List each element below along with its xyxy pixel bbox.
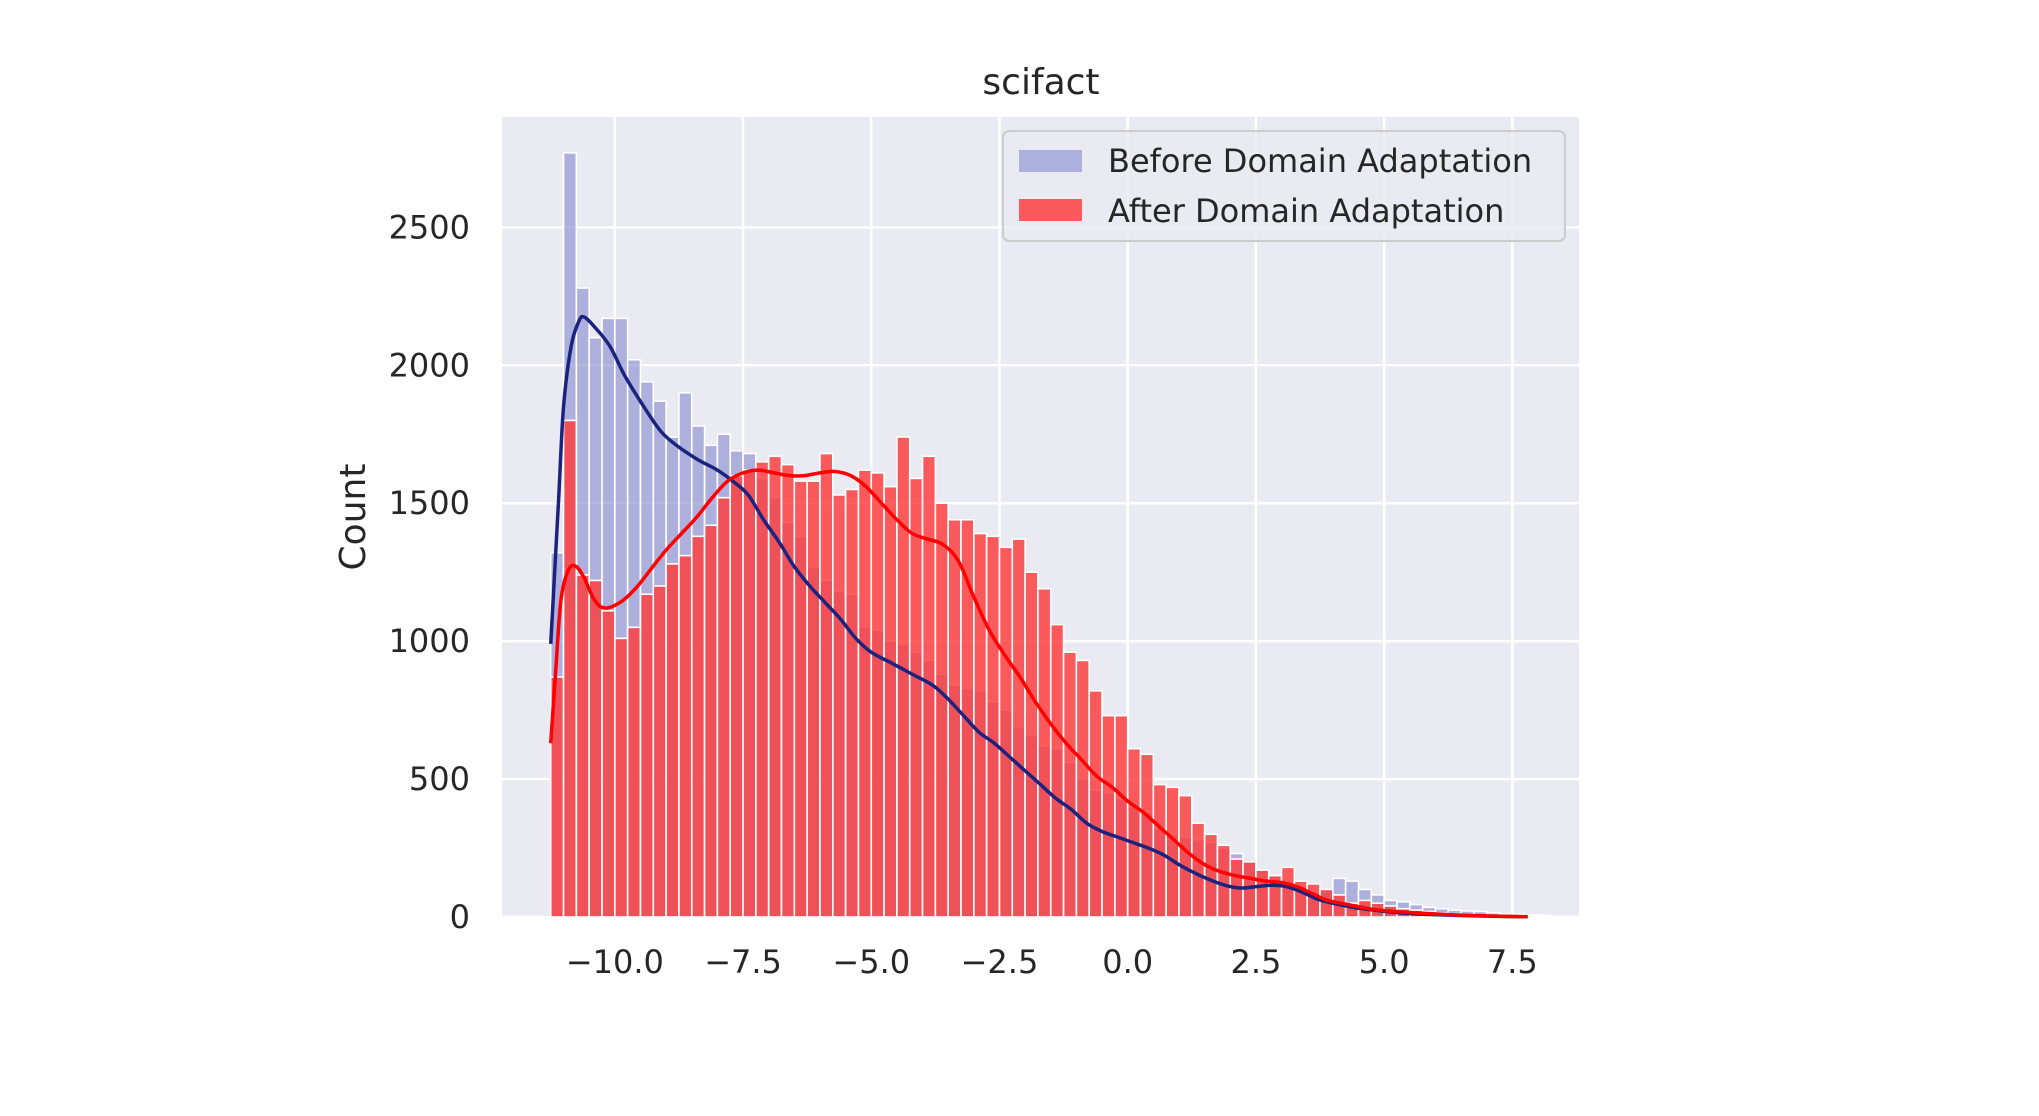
bar-after <box>1203 833 1219 918</box>
bar-after <box>793 480 808 918</box>
bar-after <box>1216 844 1232 918</box>
bars-after-domain-adaptation <box>549 419 1552 918</box>
bar-after <box>1537 915 1552 918</box>
x-tick-label: −2.5 <box>961 943 1039 981</box>
legend-label-before: Before Domain Adaptation <box>1108 142 1532 180</box>
y-tick-label: 0 <box>450 898 470 936</box>
bar-after <box>1088 689 1103 918</box>
x-tick-label: −10.0 <box>566 943 664 981</box>
bar-after <box>742 469 757 918</box>
bar-after <box>1011 538 1026 918</box>
x-tick-label: −7.5 <box>704 943 782 981</box>
bar-after <box>819 452 834 918</box>
bar-after <box>665 563 680 918</box>
x-tick-label: 7.5 <box>1487 943 1538 981</box>
kde-curves <box>548 314 1528 919</box>
y-axis-ticks: 0 500 1000 1500 2000 2500 <box>389 208 470 936</box>
x-axis-ticks: −10.0 −7.5 −5.0 −2.5 0.0 2.5 5.0 7.5 <box>566 943 1538 981</box>
x-tick-label: 2.5 <box>1230 943 1281 981</box>
bar-after <box>947 518 962 918</box>
kde-curve-after <box>548 468 1528 919</box>
bar-after <box>831 494 847 918</box>
bar-after <box>588 579 603 918</box>
bar-after <box>1075 659 1091 918</box>
bar-after <box>678 554 693 918</box>
bar-after <box>626 626 642 918</box>
bar-after <box>1037 587 1052 918</box>
bar-after <box>575 574 590 918</box>
bar-after <box>998 546 1014 918</box>
bar-after <box>908 477 924 918</box>
bar-after <box>1049 623 1065 918</box>
bar-after <box>1062 651 1078 918</box>
bar-after <box>780 463 796 918</box>
legend-box <box>1002 130 1566 242</box>
bar-after <box>614 637 629 918</box>
bar-after <box>844 488 860 918</box>
bar-after <box>985 535 1001 918</box>
bar-after <box>973 532 988 918</box>
y-tick-label: 2500 <box>389 208 470 246</box>
x-tick-label: −5.0 <box>832 943 910 981</box>
chart-title: scifact <box>982 62 1099 103</box>
bar-after <box>652 585 667 918</box>
bar-after <box>1178 794 1193 918</box>
y-tick-label: 1000 <box>389 622 470 660</box>
bar-after <box>1114 714 1129 918</box>
y-axis-label: Count <box>333 464 374 571</box>
bar-after <box>729 474 744 918</box>
bar-after <box>767 455 783 918</box>
bar-after <box>1280 866 1296 918</box>
bar-after <box>857 469 873 918</box>
bar-after <box>1126 747 1142 918</box>
y-tick-label: 2000 <box>389 346 470 384</box>
bar-after <box>755 461 770 918</box>
bar-after <box>896 436 911 918</box>
bar-after <box>1101 714 1116 918</box>
bar-after <box>870 472 885 918</box>
bar-after <box>639 593 655 918</box>
y-tick-label: 500 <box>409 760 470 798</box>
bar-after <box>934 502 949 918</box>
kde-curve-before <box>548 314 1528 919</box>
bar-after <box>1024 571 1039 918</box>
bar-after <box>1190 822 1206 918</box>
legend: Before Domain Adaptation After Domain Ad… <box>1002 130 1566 242</box>
legend-label-after: After Domain Adaptation <box>1108 192 1504 230</box>
legend-swatch-before <box>1019 150 1082 172</box>
bar-after <box>1165 786 1180 918</box>
legend-swatch-after <box>1019 199 1082 221</box>
bar-after <box>1255 869 1270 918</box>
x-tick-label: 5.0 <box>1359 943 1410 981</box>
bar-after <box>806 480 821 918</box>
bar-after <box>703 524 719 918</box>
x-tick-label: 0.0 <box>1102 943 1153 981</box>
bar-after <box>690 535 706 918</box>
bar-after <box>716 496 732 918</box>
bar-after <box>601 609 616 918</box>
y-tick-label: 1500 <box>389 484 470 522</box>
bar-after <box>562 419 578 918</box>
bar-after <box>1139 753 1155 918</box>
bar-after <box>883 485 898 918</box>
